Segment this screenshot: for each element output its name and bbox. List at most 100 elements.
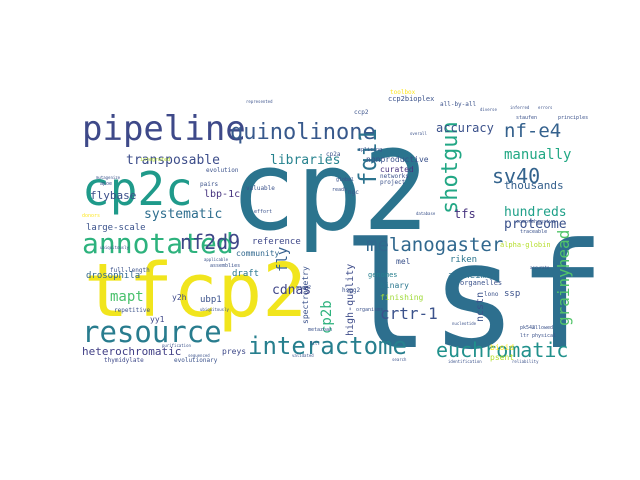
word-fill: fill <box>310 341 320 346</box>
word-y2h: y2h <box>172 293 187 302</box>
word-pk542: pk542 <box>520 325 536 331</box>
word-tfcp2: tfcp2 <box>84 248 307 334</box>
word-riken: riken <box>450 255 478 265</box>
word-cp2c: cp2c <box>82 162 193 216</box>
word-preys: preys <box>222 347 247 356</box>
word-toolbox: toolbox <box>390 89 416 96</box>
word-all-by-all: all-by-all <box>440 101 477 108</box>
word-ngc: ngc <box>348 189 359 196</box>
word-staufen: staufen <box>516 115 538 121</box>
word-purification: purification <box>162 343 191 348</box>
word-hundreds: hundreds <box>504 205 567 220</box>
word-traceable: traceable <box>520 229 548 235</box>
word-cdnas: cdnas <box>272 283 312 298</box>
word-alpha-globin: alpha-globin <box>500 241 551 249</box>
word-finishing: finishing <box>380 293 424 302</box>
word-physical: physical <box>532 333 557 339</box>
word-cp2: cp2 <box>230 127 429 255</box>
word-draft: draft <box>232 269 260 279</box>
word-donors: donors <box>82 213 101 219</box>
word-manually: manually <box>504 147 572 163</box>
word-lono: lono <box>484 291 499 298</box>
word-interactome: interactome <box>248 332 407 360</box>
word-heterochromatic: heterochromatic <box>82 345 182 358</box>
word-cloud: lsf cp2 tfcp2 pipeline cp2c annotated re… <box>80 90 606 370</box>
word-lbp-1c: lbp-1c <box>204 189 241 200</box>
word-transposable: transposable <box>126 153 220 168</box>
word-mel: mel <box>396 257 411 266</box>
word-nonproductive: nonproductive <box>366 155 429 164</box>
word-metazoan: metazoan <box>308 327 333 333</box>
word-errors: errors <box>538 105 553 110</box>
word-evolutionary: evolutionary <box>174 357 218 364</box>
word-applicable: applicable <box>204 257 229 262</box>
word-crtr-1: crtr-1 <box>380 304 438 323</box>
word-principles: principles <box>558 115 589 121</box>
word-diverse: diverse <box>480 107 497 112</box>
word-drosophila: drosophila <box>86 271 141 281</box>
word-assemblies: assemblies <box>210 263 241 269</box>
word-represented: represented <box>246 99 273 104</box>
word-thousands: thousands <box>504 179 564 192</box>
word-sequenced: sequenced <box>188 353 210 358</box>
word-bioid: bioid <box>490 343 515 352</box>
word-validated: validated <box>292 353 314 358</box>
word-comprehensive: comprehensive <box>516 219 556 225</box>
word-ccp2bioplex: ccp2bioplex <box>388 95 435 103</box>
word-search: search <box>392 357 407 362</box>
word-ccp2: ccp2 <box>354 109 369 116</box>
word-ltr: ltr <box>520 333 530 339</box>
word-evolution: evolution <box>206 167 239 174</box>
word-large-scale: large-scale <box>86 223 146 233</box>
word-project: project <box>380 179 406 186</box>
word-global: global <box>336 177 355 183</box>
word-psen2: psen2 <box>296 285 312 291</box>
word-community: community <box>236 249 280 258</box>
word-integrated: integrated <box>140 157 171 163</box>
word-lsf: lsf <box>342 212 606 382</box>
word-inferred: inferred <box>510 105 530 110</box>
word-accurate: accurate <box>530 265 550 270</box>
word-euchromatic: euchromatic <box>436 338 569 362</box>
word-networks: networks <box>380 173 409 180</box>
word-allowed: allowed <box>532 325 554 331</box>
word-sv40: sv40 <box>492 164 541 188</box>
word-alzheimer: alzheimer <box>448 271 497 281</box>
word-nucleotide: nucleotide <box>452 321 477 326</box>
word-annotated: annotated <box>82 227 234 260</box>
word-repetitive: repetitive <box>114 307 151 314</box>
word-valuable: valuable <box>246 185 275 192</box>
word-pipeline: pipeline <box>82 109 246 149</box>
word-hspg2: hspg2 <box>342 287 361 294</box>
word-systematic: systematic <box>144 207 223 222</box>
word-cp2a: cp2a <box>326 151 341 158</box>
word-reads: reads <box>332 187 348 193</box>
word-identification: identification <box>448 359 482 364</box>
word-grainyhead: grainyhead <box>554 229 573 326</box>
word-yy1: yy1 <box>150 315 165 324</box>
word-genomes: genomes <box>368 271 398 279</box>
word-nf2d9: nf2d9 <box>180 230 241 254</box>
word-flybase: flybase <box>90 189 137 202</box>
word-psent: psent <box>490 353 515 362</box>
word-shotgun: shotgun <box>438 121 463 214</box>
word-melanogaster: melanogaster <box>366 234 504 256</box>
word-reliability: reliability <box>512 359 539 364</box>
word-effort: effort <box>254 209 273 215</box>
word-organisms: organisms <box>356 307 384 313</box>
word-thymidylate: thymidylate <box>104 357 144 364</box>
word-accuracy: accuracy <box>436 121 494 135</box>
word-pairs: pairs <box>200 181 219 188</box>
word-splicing: splicing <box>358 147 383 153</box>
word-ubiquitously: ubiquitously <box>200 307 229 312</box>
word-high-quality: high-quality <box>345 263 356 336</box>
word-nf-e4: nf-e4 <box>504 120 562 142</box>
word-binary: binary <box>380 281 409 290</box>
word-ubp1: ubp1 <box>200 295 222 305</box>
word-database: database <box>416 211 436 216</box>
word-curated: curated <box>380 165 414 174</box>
word-reference: reference <box>252 237 301 247</box>
word-ubiquitously-2: ubiquitously <box>100 245 129 250</box>
word-organelles: organelles <box>460 279 503 287</box>
